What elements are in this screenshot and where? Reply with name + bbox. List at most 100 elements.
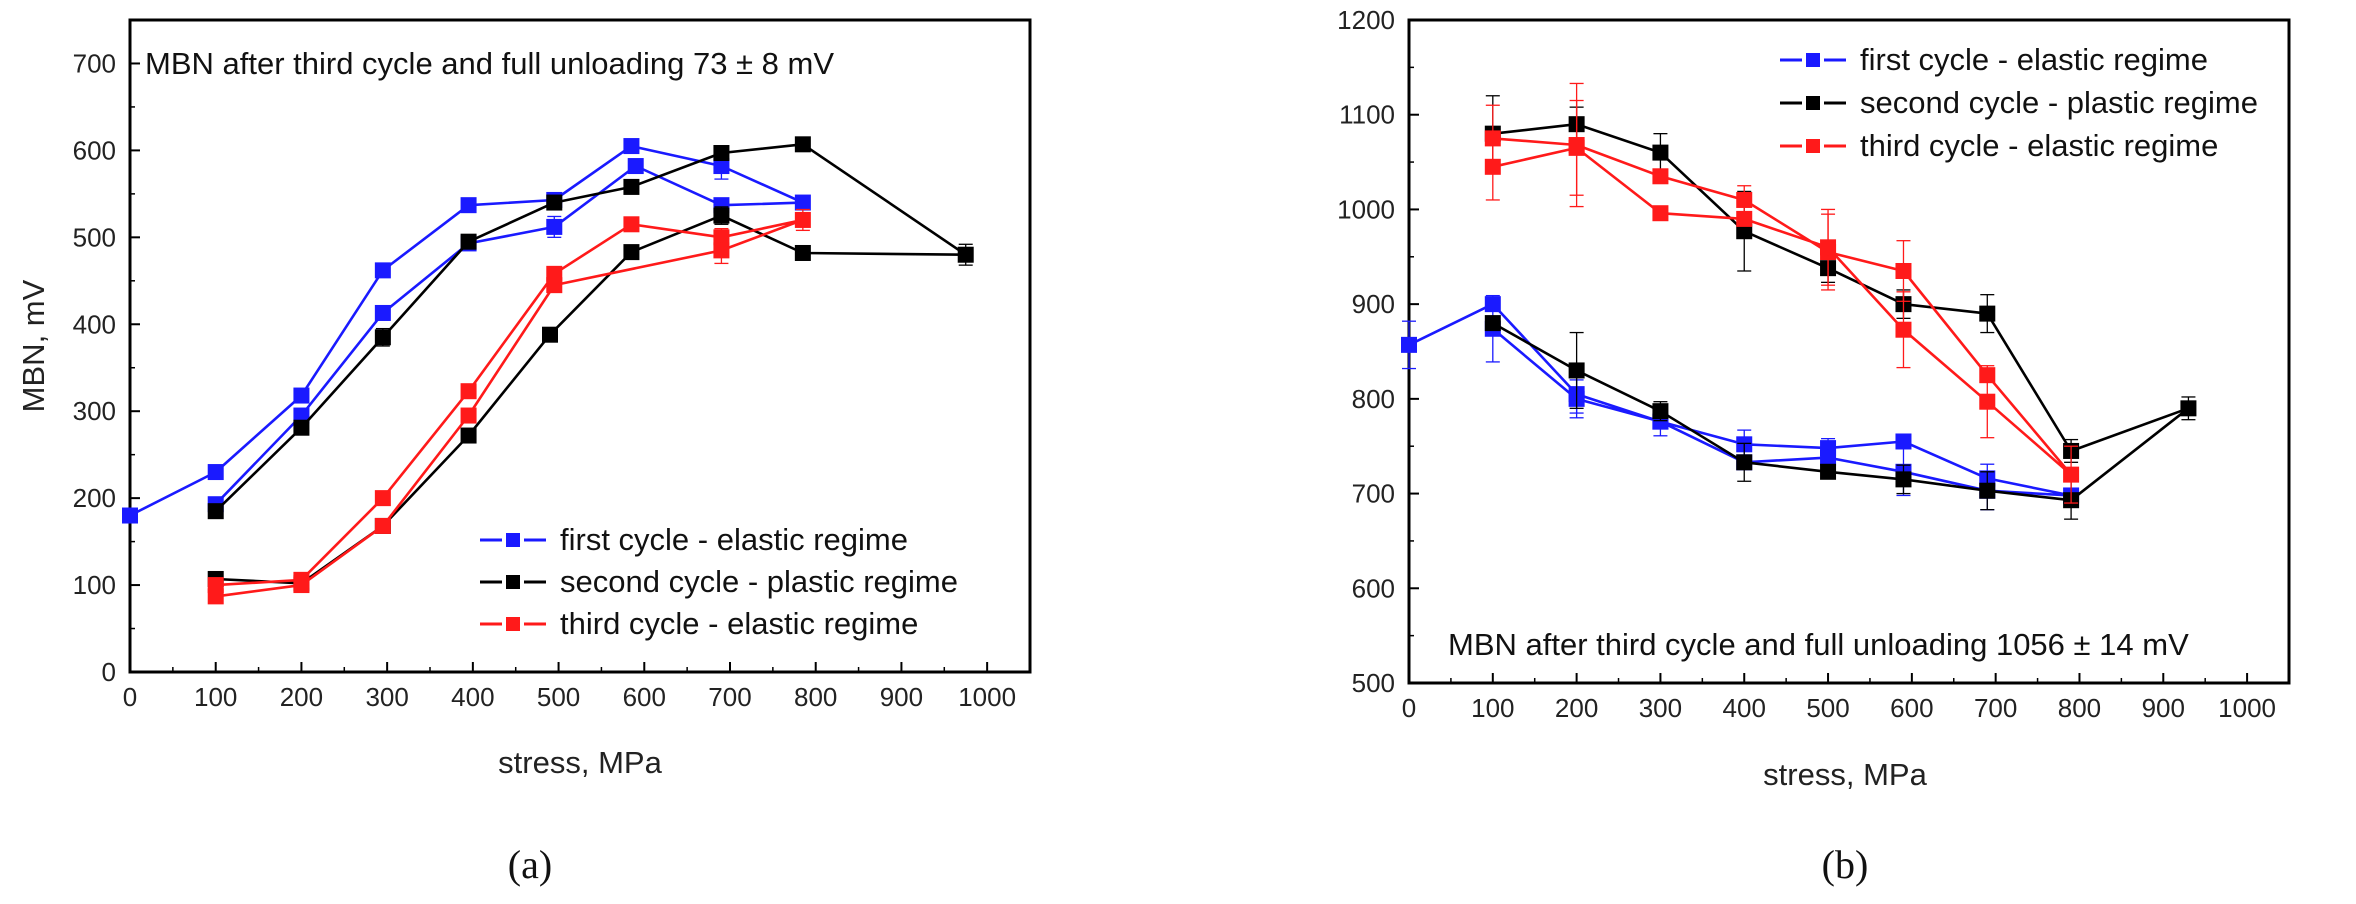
data-point-a bbox=[713, 242, 730, 259]
data-point-a bbox=[293, 407, 310, 424]
legend-swatch-a bbox=[506, 617, 520, 631]
x-tick-label-a: 600 bbox=[623, 682, 666, 712]
y-axis-title-a: MBN, mV bbox=[16, 279, 51, 412]
series-3-a bbox=[207, 208, 811, 605]
data-point-b bbox=[1401, 336, 1417, 353]
data-point-a bbox=[460, 383, 477, 400]
legend-swatch-a bbox=[506, 533, 520, 547]
data-point-b bbox=[1736, 191, 1753, 208]
x-tick-label-b: 200 bbox=[1555, 693, 1598, 723]
data-point-a bbox=[460, 233, 477, 250]
x-tick-label-b: 700 bbox=[1974, 693, 2017, 723]
data-point-a bbox=[957, 246, 974, 263]
legend-label-b: first cycle - elastic regime bbox=[1860, 42, 2208, 77]
data-point-b bbox=[1979, 305, 1996, 322]
x-tick-label-b: 100 bbox=[1471, 693, 1514, 723]
x-tick-label-b: 900 bbox=[2142, 693, 2185, 723]
series-line-3-a bbox=[215, 218, 805, 598]
data-point-b bbox=[1568, 139, 1585, 156]
data-point-a bbox=[207, 588, 224, 605]
series-2-a bbox=[207, 136, 974, 592]
y-tick-label-b: 500 bbox=[1352, 668, 1395, 698]
legend-label-a: third cycle - elastic regime bbox=[560, 606, 918, 641]
legend-item-1-b: first cycle - elastic regime bbox=[1780, 42, 2208, 77]
legend-a: first cycle - elastic regime second cycle… bbox=[480, 522, 958, 641]
data-point-a bbox=[713, 207, 730, 224]
data-point-a bbox=[460, 197, 477, 214]
legend-item-1-a: first cycle - elastic regime bbox=[480, 522, 908, 557]
x-tick-label-b: 800 bbox=[2058, 693, 2101, 723]
y-tick-label-b: 1200 bbox=[1337, 5, 1395, 35]
data-point-a bbox=[374, 262, 391, 279]
data-point-a bbox=[374, 304, 391, 321]
x-tick-label-b: 600 bbox=[1890, 693, 1933, 723]
x-tick-label-a: 100 bbox=[194, 682, 237, 712]
data-point-b bbox=[1895, 321, 1912, 338]
data-point-a bbox=[623, 178, 640, 195]
x-tick-label-b: 0 bbox=[1402, 693, 1416, 723]
y-tick-label-a: 200 bbox=[73, 483, 116, 513]
y-tick-label-b: 900 bbox=[1352, 289, 1395, 319]
legend-label-a: second cycle - plastic regime bbox=[560, 564, 958, 599]
plot-frame-a bbox=[128, 18, 1032, 674]
x-tick-label-a: 800 bbox=[794, 682, 837, 712]
legend-label-b: third cycle - elastic regime bbox=[1860, 128, 2218, 163]
legend-label-b: second cycle - plastic regime bbox=[1860, 85, 2258, 120]
y-tick-label-a: 0 bbox=[102, 657, 116, 687]
y-tick-label-b: 600 bbox=[1352, 573, 1395, 603]
data-point-a bbox=[374, 517, 391, 534]
legend-item-3-b: third cycle - elastic regime bbox=[1780, 128, 2218, 163]
data-point-a bbox=[794, 136, 811, 153]
y-tick-label-a: 100 bbox=[73, 570, 116, 600]
y-tick-label-a: 500 bbox=[73, 222, 116, 252]
data-point-b bbox=[1895, 471, 1912, 488]
data-point-a bbox=[460, 407, 477, 424]
legend-swatch-b bbox=[1806, 53, 1820, 67]
x-tick-label-a: 500 bbox=[537, 682, 580, 712]
data-point-b bbox=[1895, 262, 1912, 279]
series-line-2-b bbox=[1492, 122, 2190, 502]
data-point-b bbox=[1979, 482, 1996, 499]
data-point-b bbox=[1820, 239, 1837, 256]
x-axis-title-b: stress, MPa bbox=[1763, 757, 1927, 792]
data-point-a bbox=[713, 158, 730, 175]
data-point-b bbox=[1484, 315, 1501, 332]
data-point-a bbox=[122, 507, 138, 524]
x-tick-label-b: 1000 bbox=[2218, 693, 2276, 723]
data-point-a bbox=[546, 194, 563, 211]
legend-item-2-a: second cycle - plastic regime bbox=[480, 564, 958, 599]
x-axis-title-a: stress, MPa bbox=[498, 745, 662, 780]
data-point-b bbox=[1895, 433, 1912, 450]
data-point-b bbox=[1736, 223, 1753, 240]
data-point-a bbox=[713, 145, 730, 162]
x-tick-label-a: 700 bbox=[708, 682, 751, 712]
data-point-a bbox=[374, 329, 391, 346]
chart-panel-b: 0 100 200 300 400 500 600 700 800 900 1000 500 600 70… bbox=[1337, 5, 2291, 887]
x-tick-label-a: 0 bbox=[123, 682, 137, 712]
y-tick-label-b: 1000 bbox=[1337, 194, 1395, 224]
data-point-b bbox=[1652, 205, 1669, 222]
legend-item-3-a: third cycle - elastic regime bbox=[480, 606, 918, 641]
x-tick-label-b: 400 bbox=[1723, 693, 1766, 723]
data-point-a bbox=[460, 427, 477, 444]
chart-panel-a: 0 100 200 300 400 500 600 700 800 900 1000 0 100 200 3… bbox=[16, 18, 1032, 887]
x-tick-label-b: 300 bbox=[1639, 693, 1682, 723]
data-point-a bbox=[794, 211, 811, 228]
series-line-1-a bbox=[129, 144, 805, 517]
data-point-a bbox=[374, 490, 391, 507]
series-2-b bbox=[1484, 95, 2197, 520]
y-tick-label-b: 1100 bbox=[1339, 100, 1395, 130]
panel-label-b: (b) bbox=[1822, 842, 1869, 887]
data-point-b bbox=[1736, 210, 1753, 227]
x-tick-label-b: 500 bbox=[1806, 693, 1849, 723]
data-point-b bbox=[1484, 158, 1501, 175]
series-1-a bbox=[122, 138, 811, 524]
data-point-a bbox=[623, 244, 640, 261]
data-point-b bbox=[1820, 449, 1837, 466]
legend-label-a: first cycle - elastic regime bbox=[560, 522, 908, 557]
series-line-1-b bbox=[1408, 302, 2073, 497]
data-point-b bbox=[1820, 463, 1837, 480]
data-point-a bbox=[293, 577, 310, 594]
legend-swatch-a bbox=[506, 575, 520, 589]
